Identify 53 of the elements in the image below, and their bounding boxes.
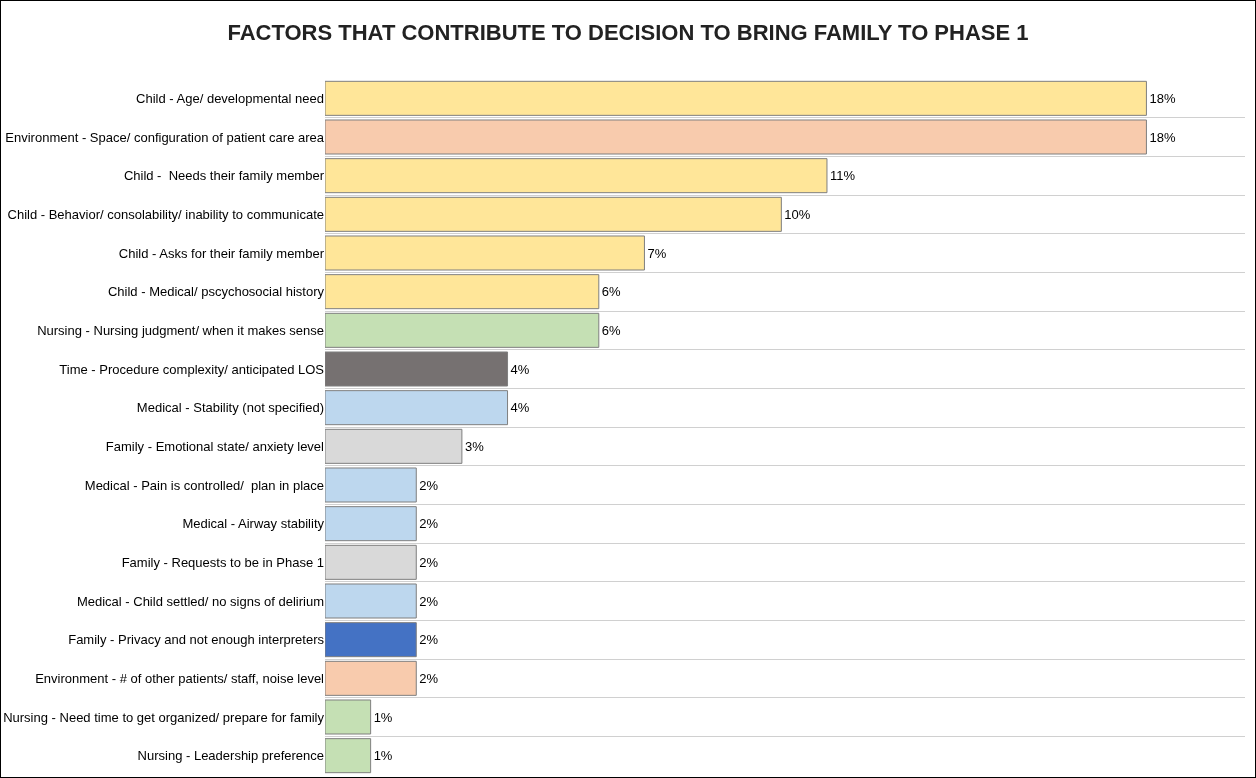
data-label: 3% [464,438,485,454]
y-tick-label: Child - Behavior/ consolability/ inability to communicate [7,206,324,222]
bar [325,351,509,387]
y-tick-label: Medical - Airway stability [182,516,325,532]
bar [325,390,509,426]
y-tick-label: Environment - # of other patients/ staff, noise level [35,670,325,686]
y-tick-label: Child - Needs their family member [123,168,325,184]
data-label: 2% [419,477,439,493]
bar [325,660,417,696]
bar [325,158,828,194]
data-label: 11% [829,168,856,184]
bar [325,699,372,735]
bar [325,583,417,619]
y-tick-label: Child - Age/ developmental need [136,90,324,106]
y-tick-label: Time - Procedure complexity/ anticipated LOS [59,361,325,377]
bar [325,506,417,542]
data-label: 7% [647,245,667,261]
y-tick-label: Nursing - Leadership preference [137,748,324,764]
bar [325,312,600,348]
y-tick-label: Medical - Pain is controlled/ plan in place [84,477,324,493]
y-tick-label: Medical - Stability (not specified) [136,400,324,416]
data-label: 1% [373,709,393,725]
data-label: 4% [510,400,530,416]
data-label: 2% [419,593,439,609]
y-tick-label: Family - Emotional state/ anxiety level [105,438,325,454]
data-label: 2% [419,516,439,532]
y-tick-label: Medical - Child settled/ no signs of delirium [76,593,324,609]
data-label: 6% [601,284,622,300]
bar [325,274,600,310]
y-tick-label: Child - Medical/ pscychosocial history [107,284,325,300]
y-tick-label: Environment - Space/ configuration of patient care area [5,129,325,145]
y-tick-label: Nursing - Nursing judgment/ when it makes sense [37,322,324,338]
bar [325,196,782,232]
bar [325,738,372,774]
y-tick-label: Nursing - Need time to get organized/ prepare for family [3,709,325,725]
bar [325,119,1147,155]
y-tick-label: Family - Requests to be in Phase 1 [121,554,324,570]
data-label: 6% [601,322,622,338]
data-label: 18% [1149,90,1176,106]
data-label: 4% [510,361,530,377]
data-label: 18% [1149,129,1176,145]
data-label: 2% [419,632,439,648]
bar [325,467,417,503]
bar [325,622,417,658]
bar [325,235,645,271]
y-tick-label: Child - Asks for their family member [118,245,325,261]
bar [325,80,1147,116]
data-label: 10% [784,206,811,222]
y-tick-label: Family - Privacy and not enough interpreters [68,632,325,648]
data-label: 2% [419,554,439,570]
data-label: 1% [373,748,393,764]
chart-title: FACTORS THAT CONTRIBUTE TO DECISION TO BRING FAMILY TO PHASE 1 [227,19,1029,45]
data-label: 2% [419,670,439,686]
